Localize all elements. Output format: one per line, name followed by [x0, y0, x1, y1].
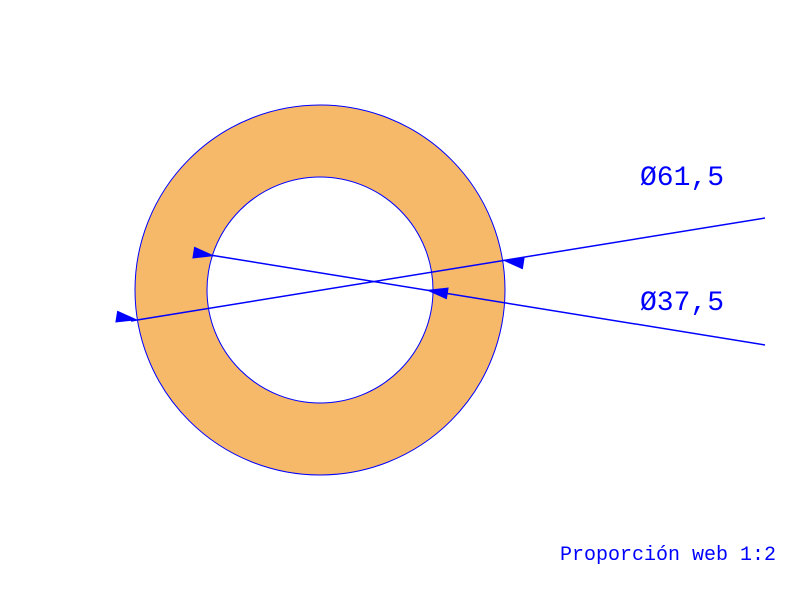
proportion-caption: Proporción web 1:2: [560, 544, 776, 567]
dimension-inner-label: Ø37,5: [640, 288, 724, 319]
diagram-canvas: Ø61,5 Ø37,5 Proporción web 1:2: [0, 0, 800, 600]
dimension-outer-label: Ø61,5: [640, 163, 724, 194]
